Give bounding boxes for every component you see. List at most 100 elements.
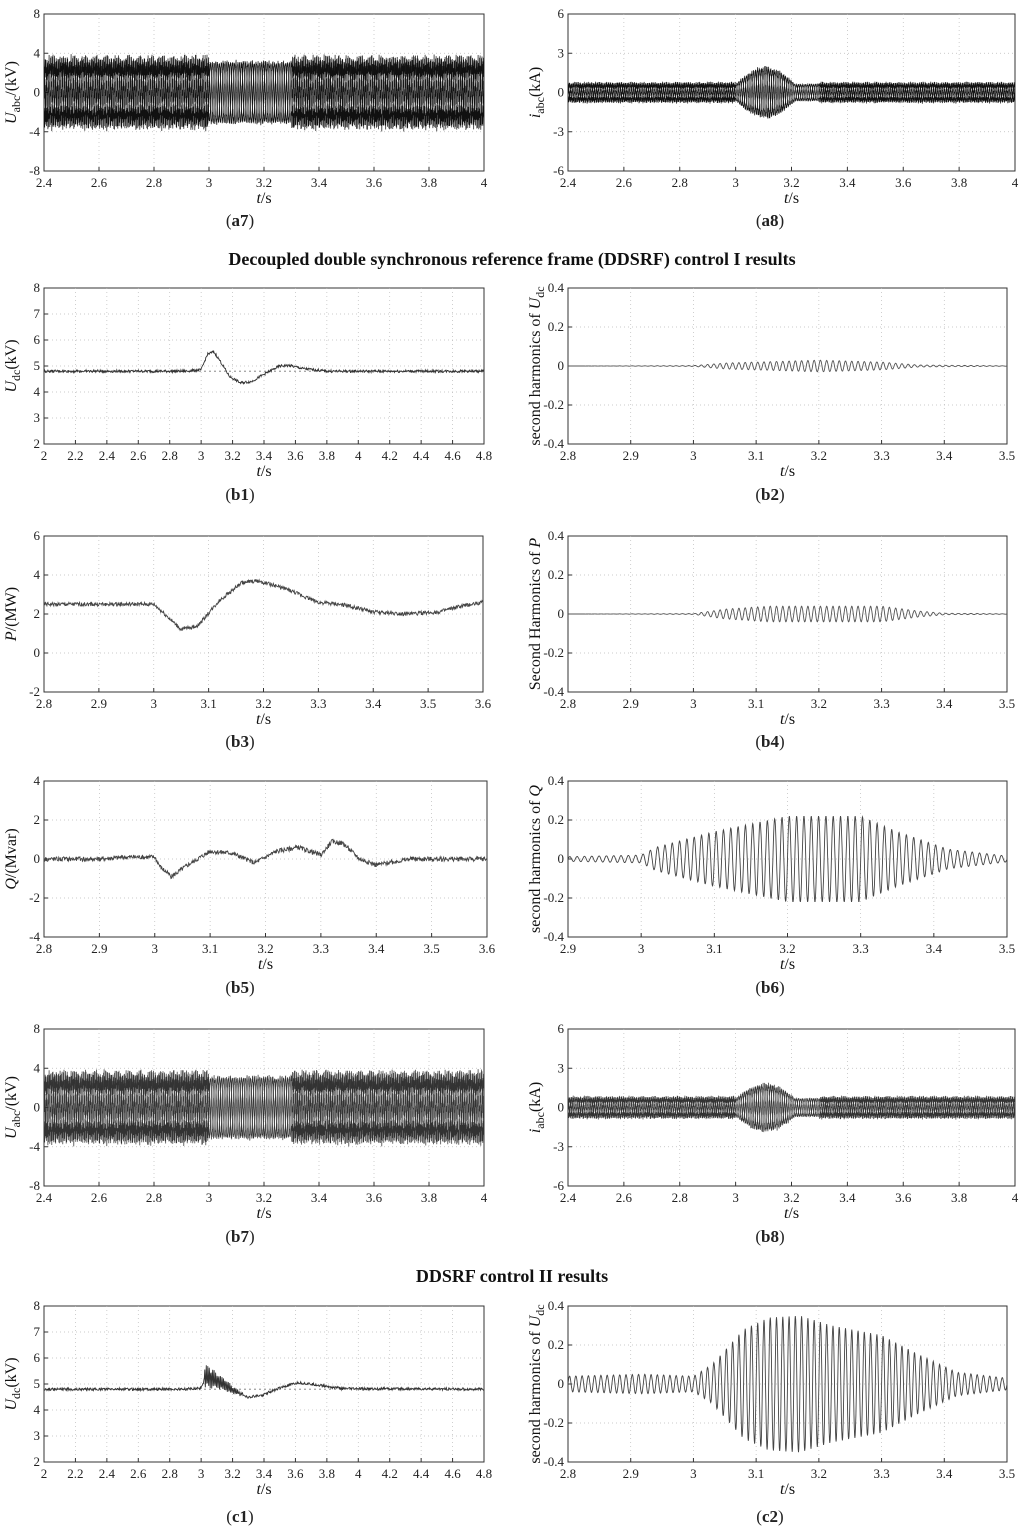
b3-xlabel: t/s <box>256 711 271 728</box>
b2-panel-caption: (b2) <box>755 485 784 504</box>
b6-xtick-label-1: 3 <box>638 941 645 956</box>
b4-xtick-label-5: 3.3 <box>873 696 889 711</box>
a7-xtick-label-3: 3 <box>206 175 213 190</box>
b7-ylabel: Uabc/(kV) <box>3 1076 23 1139</box>
c2-ytick-label-4: 0.4 <box>548 1298 565 1313</box>
c1-ytick-label-0: 2 <box>34 1454 41 1469</box>
b1-ylabel: Udc(kV) <box>3 339 23 392</box>
b6-xtick-label-5: 3.4 <box>926 941 943 956</box>
b2-xlabel: t/s <box>780 463 795 480</box>
section-title-ddsrf-1: Decoupled double synchronous reference f… <box>228 249 796 269</box>
a7-ytick-label-0: -8 <box>29 163 40 178</box>
c2-ytick-label-1: -0.2 <box>543 1415 564 1430</box>
chart-b6: 2.9 3 3.1 3.2 3.3 3.4 3.5 -0.4 -0.2 0 0.2 0.4 t/s sec… <box>527 773 1015 997</box>
b3-xtick-label-0: 2.8 <box>36 696 52 711</box>
b6-panel-caption: (b6) <box>755 978 784 997</box>
c2-ytick-label-3: 0.2 <box>548 1337 564 1352</box>
b7-ytick-label-0: -8 <box>29 1178 40 1193</box>
c1-xtick-label-14: 4.8 <box>476 1466 492 1481</box>
c1-xtick-label-10: 4 <box>355 1466 362 1481</box>
b8-series-phase-b <box>568 1082 1015 1132</box>
b5-ytick-label-1: -2 <box>29 890 40 905</box>
a7-series-phase-c <box>44 54 484 130</box>
b3-plot-frame <box>43 535 484 693</box>
b3-xtick-label-3: 3.1 <box>201 696 217 711</box>
a7-series-phase-a <box>44 54 484 131</box>
b3-xtick-label-8: 3.6 <box>475 696 492 711</box>
b7-xtick-label-0: 2.4 <box>36 1190 53 1205</box>
c1-ytick-label-1: 3 <box>34 1428 41 1443</box>
b2-ytick-label-1: -0.2 <box>543 397 564 412</box>
b2-xtick-label-6: 3.4 <box>936 448 953 463</box>
a8-xtick-label-4: 3.2 <box>783 175 799 190</box>
b1-xtick-label-8: 3.6 <box>287 448 304 463</box>
a7-ytick-label-3: 4 <box>34 45 41 60</box>
b7-series-phase-b <box>44 1069 484 1147</box>
a8-series-phase-b <box>568 66 1015 118</box>
b2-ytick-label-3: 0.2 <box>548 319 564 334</box>
b8-xtick-label-7: 3.8 <box>951 1190 967 1205</box>
chart-b4: 2.8 2.9 3 3.1 3.2 3.3 3.4 3.5 -0.4 -0.2 0 0.2 0.4 t/s… <box>527 528 1015 751</box>
c2-xtick-label-3: 3.1 <box>748 1466 764 1481</box>
a8-xtick-label-8: 4 <box>1012 175 1019 190</box>
b4-ytick-label-4: 0.4 <box>548 528 565 543</box>
chart-c2: 2.8 2.9 3 3.1 3.2 3.3 3.4 3.5 -0.4 -0.2 0 0.2 0.4 t/s… <box>527 1298 1015 1526</box>
c1-xtick-label-4: 2.8 <box>162 1466 178 1481</box>
b1-xtick-label-4: 2.8 <box>162 448 178 463</box>
b8-xtick-label-3: 3 <box>732 1190 739 1205</box>
b1-xtick-label-7: 3.4 <box>256 448 273 463</box>
b3-ytick-label-2: 2 <box>34 606 41 621</box>
b6-xtick-label-4: 3.3 <box>853 941 869 956</box>
a7-xlabel: t/s <box>256 190 271 207</box>
b4-xtick-label-2: 3 <box>690 696 697 711</box>
c2-ytick-label-0: -0.4 <box>543 1454 564 1469</box>
c2-series-line <box>568 1315 1007 1453</box>
b4-ytick-label-2: 0 <box>558 606 565 621</box>
b8-ytick-label-3: 3 <box>558 1060 565 1075</box>
b4-xtick-label-3: 3.1 <box>748 696 764 711</box>
b7-xtick-label-7: 3.8 <box>421 1190 437 1205</box>
b4-ytick-label-1: -0.2 <box>543 645 564 660</box>
b5-panel-caption: (b5) <box>225 978 254 997</box>
b1-panel-caption: (b1) <box>225 485 254 504</box>
a8-xlabel: t/s <box>784 190 799 207</box>
c2-panel-caption: (c2) <box>756 1507 783 1526</box>
a7-xtick-label-6: 3.6 <box>366 175 383 190</box>
b5-ytick-label-0: -4 <box>29 929 40 944</box>
b8-panel-caption: (b8) <box>755 1227 784 1246</box>
b5-xtick-label-0: 2.8 <box>36 941 52 956</box>
c1-ytick-label-4: 6 <box>34 1350 41 1365</box>
c1-xtick-label-13: 4.6 <box>444 1466 461 1481</box>
c1-ytick-label-6: 8 <box>34 1298 41 1313</box>
b5-xtick-label-5: 3.3 <box>313 941 329 956</box>
c1-xtick-label-6: 3.2 <box>224 1466 240 1481</box>
b7-xtick-label-1: 2.6 <box>91 1190 108 1205</box>
c1-xtick-label-0: 2 <box>41 1466 48 1481</box>
b6-ylabel: second harmonics of Q <box>527 785 544 933</box>
b8-series-phase-c <box>568 1084 1015 1133</box>
c1-xtick-label-5: 3 <box>198 1466 205 1481</box>
b4-xtick-label-6: 3.4 <box>936 696 953 711</box>
a8-xtick-label-3: 3 <box>732 175 739 190</box>
b1-ytick-label-1: 3 <box>34 410 41 425</box>
a8-ytick-label-0: -6 <box>553 163 564 178</box>
a8-xtick-label-0: 2.4 <box>560 175 577 190</box>
c1-xlabel: t/s <box>256 1481 271 1498</box>
b3-xtick-label-7: 3.5 <box>420 696 436 711</box>
c1-xtick-label-8: 3.6 <box>287 1466 304 1481</box>
b6-xtick-label-2: 3.1 <box>706 941 722 956</box>
b5-xtick-label-3: 3.1 <box>202 941 218 956</box>
c1-series-line <box>44 1365 484 1399</box>
b1-ytick-label-6: 8 <box>34 280 41 295</box>
b1-xtick-label-12: 4.4 <box>413 448 430 463</box>
b3-xtick-label-5: 3.3 <box>310 696 326 711</box>
b8-ytick-label-4: 6 <box>558 1021 565 1036</box>
b6-xtick-label-3: 3.2 <box>779 941 795 956</box>
chart-a7: 2.4 2.6 2.8 3 3.2 3.4 3.6 3.8 4 -8 -4 0 4 8 t/s Uabc/(k… <box>3 6 488 230</box>
b1-ytick-label-2: 4 <box>34 384 41 399</box>
b7-panel-caption: (b7) <box>225 1227 254 1246</box>
c1-ytick-label-2: 4 <box>34 1402 41 1417</box>
a8-ytick-label-2: 0 <box>558 85 565 100</box>
c2-xlabel: t/s <box>780 1481 795 1498</box>
b5-xtick-label-1: 2.9 <box>91 941 107 956</box>
